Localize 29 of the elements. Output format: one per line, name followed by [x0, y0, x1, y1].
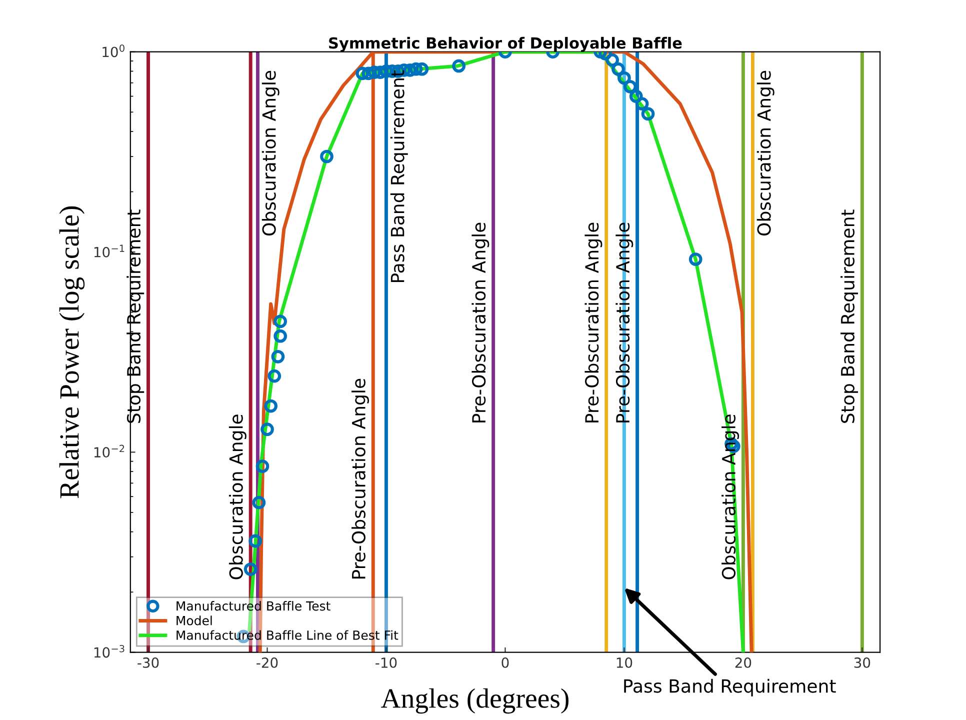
x-tick-label: -20 [256, 657, 278, 668]
ref-line-label: Pre-Obscuration Angle [472, 222, 490, 422]
x-tick-label: -30 [138, 657, 159, 668]
legend-label: Model [176, 616, 212, 626]
ref-line-label: Stop Band Requirement [126, 210, 144, 423]
y-tick-label: 10$^{−2}$ [94, 444, 124, 458]
ref-line-label: Obscuration Angle [722, 414, 740, 580]
y-tick-label: 10$^{−3}$ [94, 644, 124, 658]
ref-line-label: Obscuration Angle [228, 414, 246, 580]
ref-line-label: Obscuration Angle [756, 70, 774, 236]
ref-line-label: Stop Band Requirement [840, 210, 858, 423]
ref-line-label: Pass Band Requirement [390, 70, 408, 282]
x-tick-label: -10 [376, 657, 397, 668]
x-tick-label: 0 [502, 657, 509, 668]
annotation: Pass Band Requirement [624, 678, 836, 696]
x-tick-label: 10 [616, 657, 632, 668]
x-tick-label: 30 [854, 657, 870, 668]
ref-line-label: Pre-Obscuration Angle [352, 378, 369, 578]
y-tick-label: 10$^{0}$ [102, 44, 124, 58]
y-axis-title: Relative Power (log scale) [59, 206, 85, 498]
legend-label: Manufactured Baffle Test [176, 601, 330, 611]
chart-title: Symmetric Behavior of Deployable Baffle [329, 36, 682, 52]
x-tick-label: 20 [735, 657, 752, 668]
legend-label: Manufactured Baffle Line of Best Fit [176, 630, 398, 640]
y-tick-label: 10$^{−1}$ [94, 244, 124, 258]
x-axis-title: Angles (degrees) [381, 688, 568, 714]
ref-line-label: Pre-Obscuration Angle [584, 222, 602, 422]
ref-line-label: Pre-Obscuration Angle [616, 222, 634, 422]
ref-line-label: Obscuration Angle [262, 70, 280, 236]
